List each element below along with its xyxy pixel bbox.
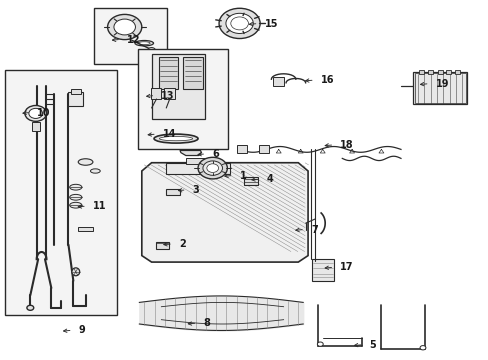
Text: 7: 7 xyxy=(310,225,317,235)
Polygon shape xyxy=(180,150,201,156)
Circle shape xyxy=(107,14,142,40)
Text: 10: 10 xyxy=(37,108,51,118)
Circle shape xyxy=(230,17,248,30)
Bar xyxy=(259,145,268,153)
Bar xyxy=(138,49,228,149)
Circle shape xyxy=(419,346,425,350)
Text: 4: 4 xyxy=(266,174,273,184)
Bar xyxy=(311,259,333,281)
Bar xyxy=(454,70,459,74)
Circle shape xyxy=(206,164,218,172)
Bar xyxy=(32,122,40,131)
Circle shape xyxy=(225,13,253,33)
Text: 3: 3 xyxy=(192,185,199,195)
Text: 19: 19 xyxy=(435,79,448,89)
Bar xyxy=(155,242,169,249)
Circle shape xyxy=(25,105,46,121)
Bar xyxy=(446,70,450,74)
Text: 15: 15 xyxy=(264,19,278,29)
Ellipse shape xyxy=(69,184,81,190)
Bar xyxy=(151,54,205,119)
Bar xyxy=(163,88,174,99)
Circle shape xyxy=(147,48,155,53)
Ellipse shape xyxy=(69,202,81,208)
Bar xyxy=(185,158,215,164)
Text: 12: 12 xyxy=(127,35,141,45)
Text: 5: 5 xyxy=(369,340,376,350)
Bar xyxy=(427,70,432,74)
Bar xyxy=(237,145,246,153)
Bar xyxy=(166,189,180,195)
Text: 8: 8 xyxy=(203,318,210,328)
Circle shape xyxy=(29,108,42,118)
Ellipse shape xyxy=(159,136,192,141)
Ellipse shape xyxy=(154,134,198,143)
Circle shape xyxy=(219,8,260,39)
Ellipse shape xyxy=(78,159,93,165)
Bar xyxy=(71,89,81,94)
Text: 13: 13 xyxy=(161,91,175,101)
Bar xyxy=(150,88,161,99)
Text: 11: 11 xyxy=(93,201,106,211)
Text: 16: 16 xyxy=(320,75,334,85)
Bar xyxy=(418,70,423,74)
Bar xyxy=(272,77,283,86)
Circle shape xyxy=(317,342,323,346)
Text: 6: 6 xyxy=(212,149,219,159)
Ellipse shape xyxy=(90,169,100,173)
Circle shape xyxy=(114,19,135,35)
Text: 9: 9 xyxy=(79,325,85,336)
Circle shape xyxy=(198,157,227,179)
Bar xyxy=(412,72,466,104)
Ellipse shape xyxy=(72,268,80,276)
Bar xyxy=(5,70,117,315)
Text: 1: 1 xyxy=(239,171,246,181)
Bar xyxy=(437,70,442,74)
Ellipse shape xyxy=(69,194,81,200)
Text: 2: 2 xyxy=(179,239,185,249)
Bar xyxy=(244,177,258,185)
Bar xyxy=(414,73,465,103)
Bar xyxy=(94,8,167,64)
Text: 18: 18 xyxy=(340,140,353,150)
Bar xyxy=(183,57,203,89)
Bar xyxy=(166,163,229,174)
Circle shape xyxy=(203,161,222,175)
Polygon shape xyxy=(142,163,307,262)
Circle shape xyxy=(27,305,34,310)
Polygon shape xyxy=(78,227,93,231)
Text: 17: 17 xyxy=(340,262,353,273)
Ellipse shape xyxy=(138,42,150,45)
Ellipse shape xyxy=(135,40,153,46)
Text: 14: 14 xyxy=(163,129,176,139)
Bar xyxy=(159,57,178,89)
Bar xyxy=(68,92,83,106)
